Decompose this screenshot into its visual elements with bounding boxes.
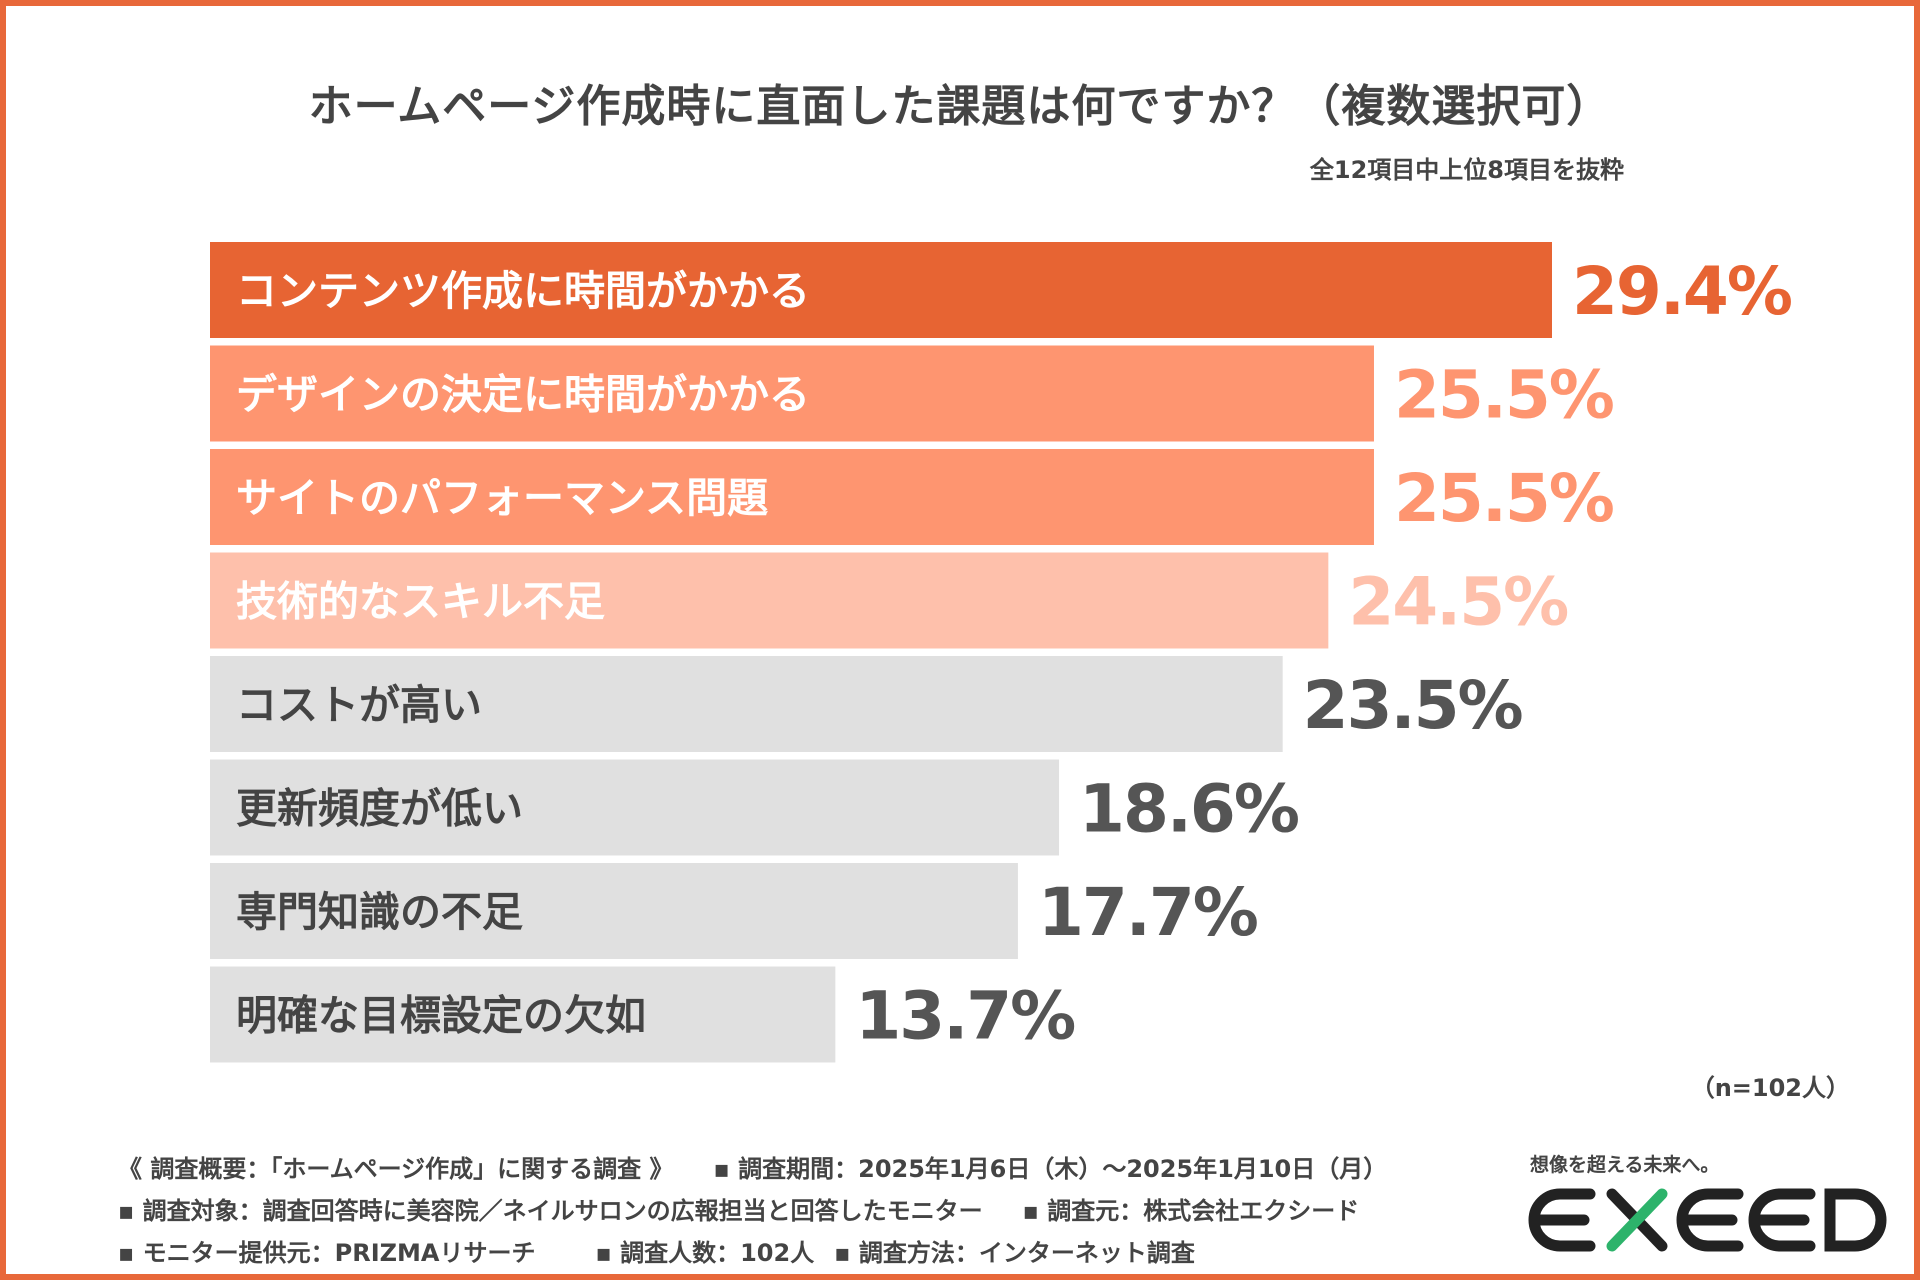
survey-notes: 《 調査概要：「ホームページ作成」に関する調査 》 ▪ 調査期間：2025年1月6… (118, 1148, 1518, 1274)
bar-7 (210, 863, 1018, 959)
bar-label-4: 技術的なスキル不足 (236, 578, 605, 626)
value-label-5: 23.5% (1303, 667, 1523, 744)
sample-size-note: （n=102人） (1690, 1074, 1850, 1102)
survey-period: ▪ 調査期間：2025年1月6日（木）〜2025年1月10日（月） (713, 1155, 1388, 1183)
exeed-logo (1528, 1188, 1887, 1252)
bar-8 (210, 966, 836, 1063)
bar-6 (210, 759, 1060, 856)
survey-monitor-provider: ▪ モニター提供元：PRIZMAリサーチ (118, 1239, 536, 1267)
chart-title: ホームページ作成時に直面した課題は何ですか？（複数選択可） (308, 81, 1612, 132)
bar-2 (210, 345, 1374, 442)
bar-4 (210, 552, 1329, 649)
value-label-2: 25.5% (1394, 357, 1614, 434)
chart-subtitle: 全12項目中上位8項目を抜粋 (1309, 156, 1624, 184)
survey-count: ▪ 調査人数：102人 (595, 1239, 815, 1267)
survey-method: ▪ 調査方法：インターネット調査 (834, 1239, 1195, 1267)
bar-label-1: コンテンツ作成に時間がかかる (236, 267, 810, 315)
survey-target: ▪ 調査対象：調査回答時に美容院／ネイルサロンの広報担当と回答したモニター (118, 1197, 983, 1225)
bar-label-6: 更新頻度が低い (236, 785, 523, 833)
bar-1 (210, 242, 1552, 338)
value-label-7: 17.7% (1038, 874, 1258, 951)
bar-label-3: サイトのパフォーマンス問題 (236, 474, 768, 522)
survey-notes-line-3: ▪ モニター提供元：PRIZMAリサーチ ▪ 調査人数：102人 ▪ 調査方法：イン… (118, 1232, 1518, 1274)
value-label-3: 25.5% (1394, 460, 1614, 537)
bar-label-7: 専門知識の不足 (236, 888, 523, 936)
brand-block: 想像を超える未来へ。 (1520, 1150, 1900, 1260)
value-label-6: 18.6% (1079, 771, 1299, 848)
bar-label-8: 明確な目標設定の欠如 (236, 992, 646, 1040)
survey-notes-line-1: 《 調査概要：「ホームページ作成」に関する調査 》 ▪ 調査期間：2025年1月6… (118, 1148, 1518, 1190)
survey-overview: 《 調査概要：「ホームページ作成」に関する調査 》 (118, 1155, 674, 1183)
value-label-4: 24.5% (1348, 564, 1568, 641)
bar-label-2: デザインの決定に時間がかかる (236, 371, 810, 419)
bar-label-5: コストが高い (236, 681, 482, 729)
bar-3 (210, 449, 1374, 545)
survey-notes-line-2: ▪ 調査対象：調査回答時に美容院／ネイルサロンの広報担当と回答したモニター ▪ 調… (118, 1190, 1518, 1232)
brand-tagline: 想像を超える未来へ。 (1530, 1154, 1720, 1176)
survey-source: ▪ 調査元：株式会社エクシード (1022, 1197, 1360, 1225)
value-label-1: 29.4% (1572, 253, 1792, 330)
value-label-8: 13.7% (855, 978, 1075, 1055)
bar-5 (210, 656, 1283, 752)
